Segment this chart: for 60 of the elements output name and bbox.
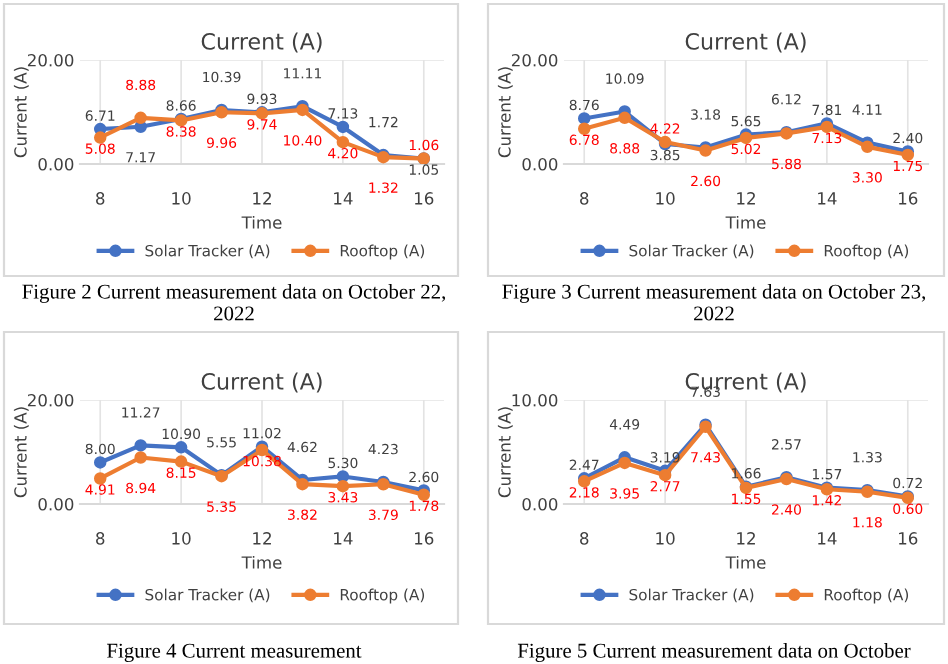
y-axis-title: Current (A) [13,407,29,498]
point [174,441,188,454]
point [861,140,874,154]
caption: Figure 5 Current measurement data on October [517,643,911,662]
y-axis-title: Current (A) [497,67,513,158]
point [134,439,147,452]
point [174,455,188,468]
y-axis-title: Current (A) [13,67,29,158]
caption: Figure 3 Current measurement data on October 23, 2022 [502,284,926,321]
caption: Figure 4 Current measurement [107,643,362,662]
x-tick-label: 16 [415,192,434,205]
y-tick-label: 0.00 [38,157,74,171]
x-axis-title: Time [241,555,282,569]
point [93,472,107,485]
point [336,479,350,493]
x-tick-label: 14 [334,532,353,545]
y-tick-label: 20.00 [511,53,558,67]
point [577,122,591,135]
x-tick-label: 14 [334,192,353,205]
x-tick-label: 8 [580,532,589,545]
point [134,451,147,464]
x-tick-label: 12 [737,192,755,205]
y-tick-label: 0.00 [522,497,558,511]
x-tick-label: 12 [253,192,271,205]
x-tick-label: 12 [253,532,271,545]
y-tick-label: 0.00 [38,497,74,511]
x-tick-label: 8 [96,532,105,545]
y-tick-label: 20.00 [27,393,74,407]
caption: Figure 2 Current measurement data on October 22, 2022 [22,284,446,321]
y-tick-label: 0.00 [522,157,558,171]
x-tick-label: 16 [899,532,918,545]
x-tick-label: 14 [818,532,837,545]
x-tick-label: 14 [818,192,837,205]
point [577,112,591,125]
x-tick-label: 12 [737,532,755,545]
y-axis-title: Current (A) [497,407,513,498]
x-tick-label: 8 [96,192,105,205]
point [336,120,350,134]
y-tick-label: 10.00 [512,393,558,407]
point [336,470,350,483]
x-axis-title: Time [241,215,282,229]
chart-title: Current (A) [201,372,322,393]
point [93,456,107,469]
x-tick-label: 16 [415,532,434,545]
point [618,456,631,470]
x-tick-label: 10 [656,532,675,545]
x-axis-title: Time [725,215,766,229]
x-tick-label: 10 [172,532,191,545]
x-axis-title: Time [725,555,766,569]
y-tick-label: 20.00 [27,53,74,67]
point [336,135,350,149]
point [618,111,631,125]
point [93,131,107,144]
point [134,111,147,125]
x-tick-label: 8 [580,192,589,205]
x-tick-label: 10 [172,192,191,205]
x-tick-label: 10 [656,192,675,205]
chart-title: Current (A) [685,32,806,53]
x-tick-label: 16 [899,192,918,205]
chart-title: Current (A) [201,32,322,53]
